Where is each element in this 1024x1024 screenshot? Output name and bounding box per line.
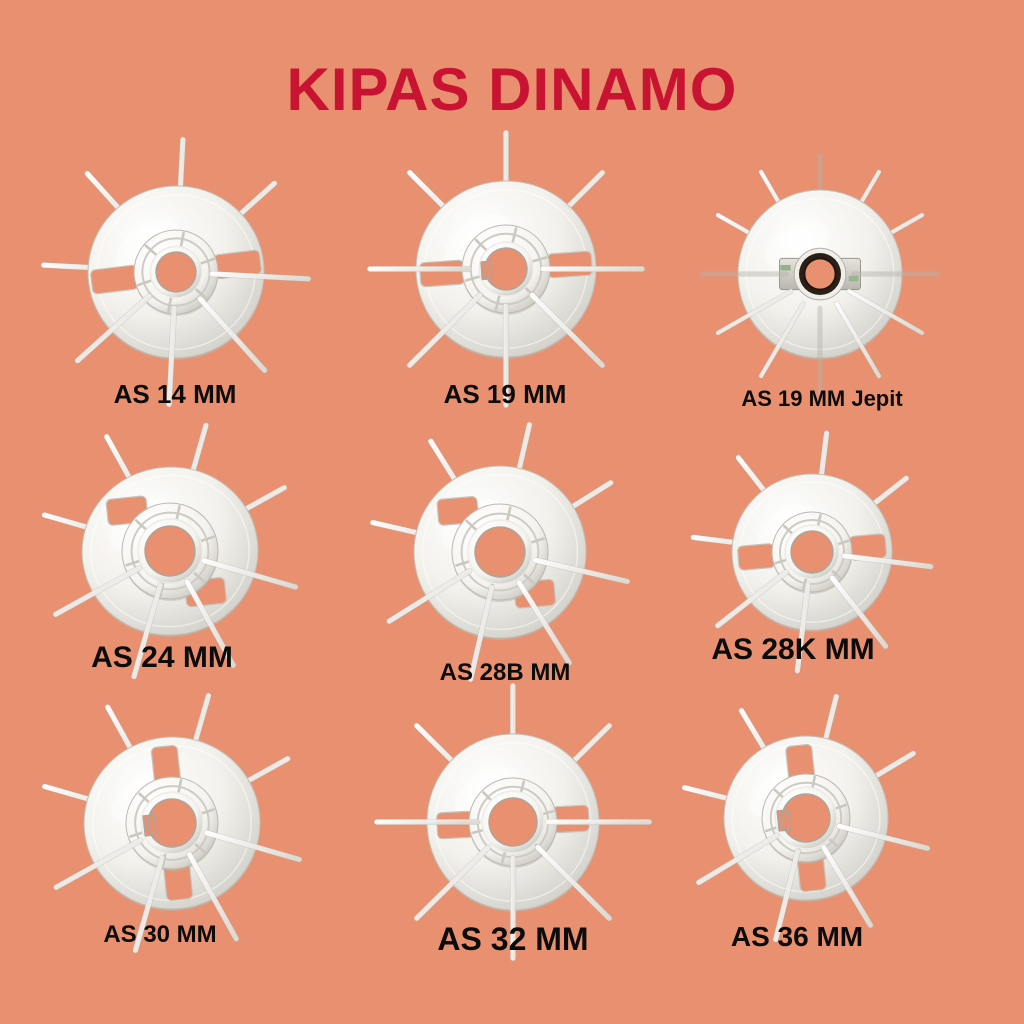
fan-image — [668, 410, 956, 694]
product-label: AS 30 MM — [103, 921, 217, 949]
product-label: AS 24 MM — [91, 641, 233, 675]
fan-image — [18, 116, 334, 428]
fan-image — [353, 660, 673, 984]
product-label: AS 14 MM — [113, 378, 237, 409]
product-label: AS 19 MM — [443, 378, 567, 409]
product-label: AS 32 MM — [437, 921, 589, 958]
product-label: AS 36 MM — [730, 920, 864, 952]
product-label: AS 28K MM — [711, 633, 875, 667]
fan-image — [344, 396, 656, 708]
product-label: AS 19 MM Jepit — [741, 386, 903, 412]
fan-image — [14, 667, 330, 979]
fan-image — [14, 399, 326, 703]
page-title: KIPAS DINAMO — [286, 56, 738, 123]
fan-image — [656, 668, 956, 968]
fan-image — [680, 132, 960, 416]
fan-image — [344, 109, 668, 429]
product-label: AS 28B MM — [439, 659, 571, 687]
